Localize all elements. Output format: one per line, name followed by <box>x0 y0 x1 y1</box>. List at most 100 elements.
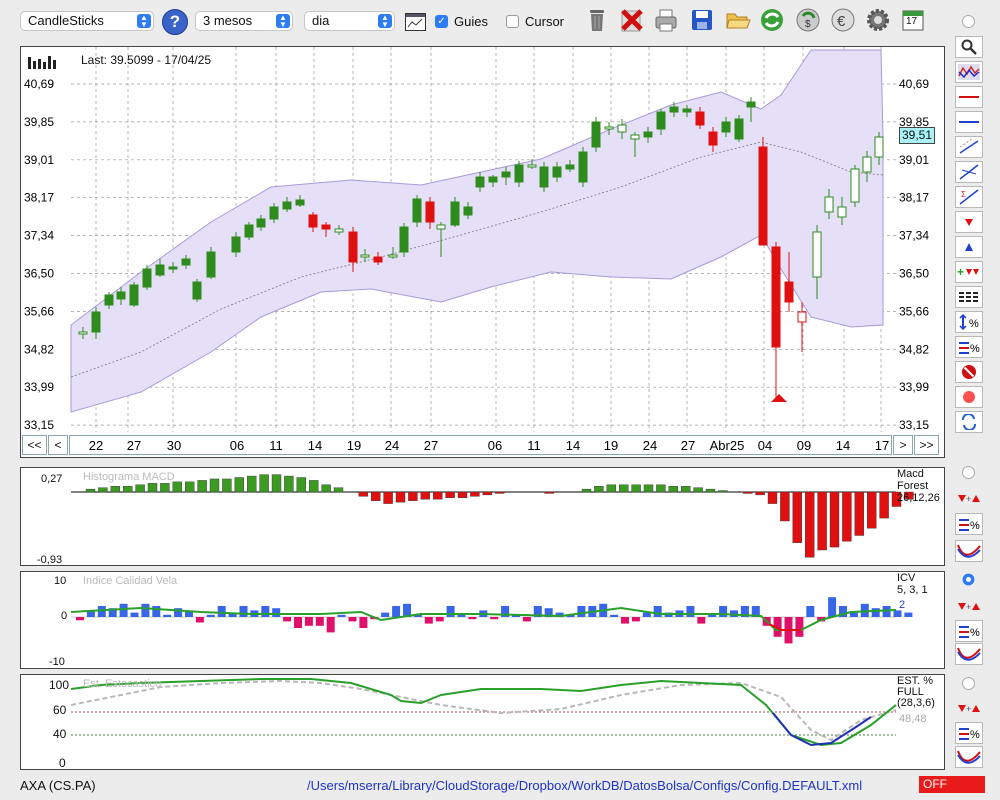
nav-prev-button[interactable]: < <box>48 435 68 455</box>
macd-bar <box>594 486 604 493</box>
icv-bar <box>86 610 95 617</box>
icv-bar <box>522 617 531 622</box>
calendar-day: 17 <box>906 16 918 27</box>
macd-bar <box>581 488 592 493</box>
mini-chart-icon[interactable] <box>405 13 426 31</box>
buy-arrow-icon[interactable] <box>955 236 983 258</box>
icv-bar <box>697 617 706 624</box>
icv-bar <box>97 606 106 617</box>
icv-panel-radio[interactable] <box>962 573 975 586</box>
candle-body <box>142 268 152 288</box>
y-tick-right: 37,34 <box>899 229 929 243</box>
macd-bar <box>321 484 331 493</box>
macd-bar <box>842 491 852 542</box>
time-axis-scrollbar[interactable]: 22 27 30 06 11 14 19 24 27 06 11 14 19 24 27 Abr25 04 09 1… <box>69 435 892 455</box>
icv-bar <box>751 606 760 617</box>
icv-curve-icon[interactable] <box>955 643 983 665</box>
currency-euro-icon[interactable]: € <box>829 6 857 34</box>
delete-icon[interactable] <box>618 6 646 34</box>
macd-signal-arrows-icon[interactable]: + <box>955 487 983 509</box>
update-data-icon[interactable]: $ <box>794 6 822 34</box>
config-path-link[interactable]: /Users/mserra/Library/CloudStorage/Dropb… <box>307 778 863 793</box>
list-lines-icon[interactable] <box>955 286 983 308</box>
macd-bar <box>792 491 802 543</box>
stoch-lines-percent-icon[interactable]: % <box>955 722 983 744</box>
candle-body <box>539 166 549 188</box>
indicator-overlay-icon[interactable] <box>955 61 983 83</box>
volume-bars-icon[interactable] <box>27 53 57 72</box>
stoch-curve-icon[interactable] <box>955 746 983 768</box>
stochastic-chart[interactable] <box>21 675 944 769</box>
candle-body <box>321 224 331 230</box>
icv-y-bottom: -10 <box>49 656 65 668</box>
swap-arrows-icon[interactable] <box>955 411 983 433</box>
icv-signal-arrows-icon[interactable]: + <box>955 595 983 617</box>
channel-tool-icon[interactable] <box>955 136 983 158</box>
period-select[interactable]: 3 mesos ▲ ▼ <box>195 11 293 31</box>
chart-type-select[interactable]: CandleSticks ▲ ▼ <box>20 11 154 31</box>
icv-legend-value: 2 <box>899 599 906 611</box>
y-tick-right: 35,66 <box>899 304 929 318</box>
candle-body <box>812 231 822 278</box>
candle-body <box>862 156 872 173</box>
save-icon[interactable] <box>688 6 716 34</box>
trash-icon[interactable] <box>583 6 611 34</box>
guides-checkbox[interactable]: ✓ <box>435 15 448 28</box>
calendar-icon[interactable]: 17 <box>899 6 927 34</box>
candle-body <box>617 124 627 133</box>
horizontal-line-blue-icon[interactable] <box>955 111 983 133</box>
icv-panel: Indice Calidad Vela 10 0 -10 ICV 5, 3, 1… <box>20 571 945 669</box>
stoch-signal-arrows-icon[interactable]: + <box>955 697 983 719</box>
icv-chart[interactable] <box>21 572 944 668</box>
candle-body <box>488 176 498 183</box>
open-folder-icon[interactable] <box>724 6 752 34</box>
main-chart-panel: 40,69 40,69 39,85 39,85 39,01 39,01 38,17 38,17… <box>20 46 945 458</box>
macd-bar <box>122 486 133 493</box>
gear-icon[interactable] <box>864 6 892 34</box>
icv-bar <box>272 608 281 617</box>
zoom-icon[interactable] <box>955 36 983 58</box>
icv-bar <box>108 608 117 617</box>
nav-first-button[interactable]: << <box>22 435 47 455</box>
sell-arrow-icon[interactable] <box>955 211 983 233</box>
icv-bar <box>141 603 150 617</box>
x-tick-label: 14 <box>836 438 850 453</box>
macd-histogram[interactable] <box>21 468 944 565</box>
icv-bar <box>446 606 455 617</box>
refresh-icon[interactable] <box>758 6 786 34</box>
candle-body <box>168 266 178 270</box>
record-icon[interactable] <box>955 386 983 408</box>
horizontal-line-red-icon[interactable] <box>955 86 983 108</box>
stoch-legend-sub: FULL <box>897 686 924 698</box>
candle-body <box>604 126 614 130</box>
off-badge[interactable]: OFF <box>919 776 985 793</box>
main-panel-radio[interactable] <box>962 15 975 28</box>
candle-body <box>425 201 435 223</box>
icv-y-top: 10 <box>54 575 67 587</box>
candle-body <box>708 131 718 146</box>
macd-bar <box>197 480 207 493</box>
candle-body <box>758 146 768 246</box>
macd-bar <box>817 491 827 551</box>
svg-text:%: % <box>970 729 980 741</box>
interval-select[interactable]: dia ▲ ▼ <box>304 11 395 31</box>
nav-next-button[interactable]: > <box>893 435 913 455</box>
nav-last-button[interactable]: >> <box>914 435 939 455</box>
lines-percent-icon[interactable]: % <box>955 336 983 358</box>
add-signals-icon[interactable]: + <box>955 261 983 283</box>
help-icon[interactable]: ? <box>162 9 188 35</box>
no-entry-icon[interactable] <box>955 361 983 383</box>
macd-lines-percent-icon[interactable]: % <box>955 513 983 535</box>
candle-body <box>721 121 731 133</box>
macd-curve-icon[interactable] <box>955 540 983 562</box>
trendline-tool-icon[interactable] <box>955 161 983 183</box>
stoch-panel-radio[interactable] <box>962 677 975 690</box>
scale-percent-icon[interactable]: % <box>955 311 983 333</box>
macd-panel-radio[interactable] <box>962 466 975 479</box>
icv-bar <box>490 617 499 620</box>
icv-lines-percent-icon[interactable]: % <box>955 620 983 642</box>
print-icon[interactable] <box>652 6 680 34</box>
main-chart[interactable]: 40,69 40,69 39,85 39,85 39,01 39,01 38,17 38,17… <box>21 47 944 457</box>
fibonacci-tool-icon[interactable]: Σ <box>955 186 983 208</box>
cursor-checkbox[interactable] <box>506 15 519 28</box>
